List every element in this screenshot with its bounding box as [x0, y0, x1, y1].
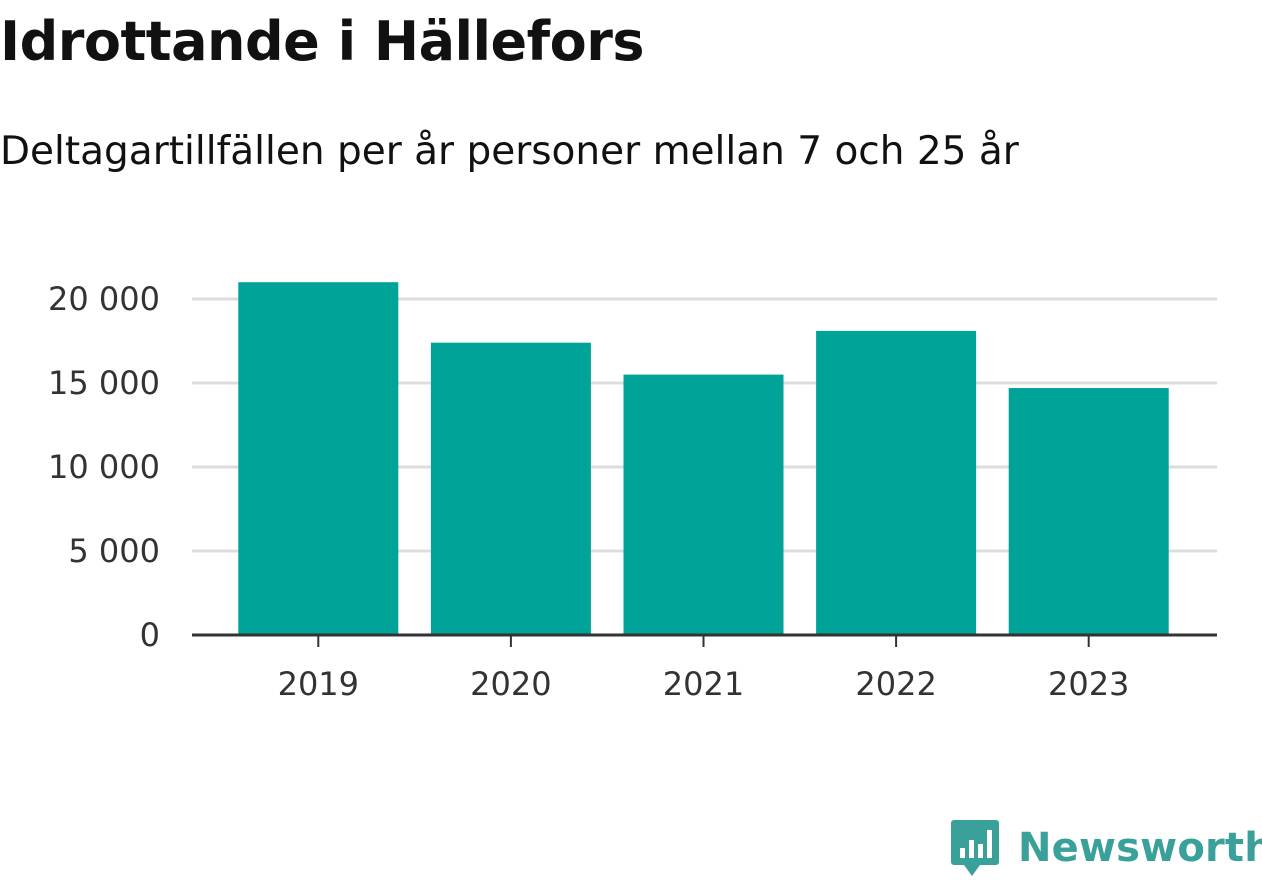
y-tick-label: 15 000 [48, 364, 160, 402]
y-tick-label: 5 000 [68, 532, 160, 570]
bar [238, 282, 399, 635]
bar [816, 330, 977, 635]
y-tick-label: 0 [140, 616, 160, 654]
bar [623, 374, 784, 635]
chart-subtitle: Deltagartillfällen per år personer mella… [0, 129, 1019, 174]
x-tick-label: 2020 [470, 665, 551, 703]
y-tick-label: 20 000 [48, 280, 160, 318]
x-tick-label: 2021 [663, 665, 744, 703]
newsworthy-logo-icon [951, 820, 999, 876]
y-tick-label: 10 000 [48, 448, 160, 486]
bar [430, 342, 591, 635]
x-tick-label: 2019 [278, 665, 359, 703]
brand-name: Newsworthy [1018, 825, 1262, 871]
bar [1008, 388, 1169, 635]
x-tick-label: 2022 [855, 665, 936, 703]
chart-title: Idrottande i Hällefors [0, 10, 645, 73]
brand-logo: Newsworthy [950, 816, 1262, 880]
x-tick-label: 2023 [1048, 665, 1129, 703]
